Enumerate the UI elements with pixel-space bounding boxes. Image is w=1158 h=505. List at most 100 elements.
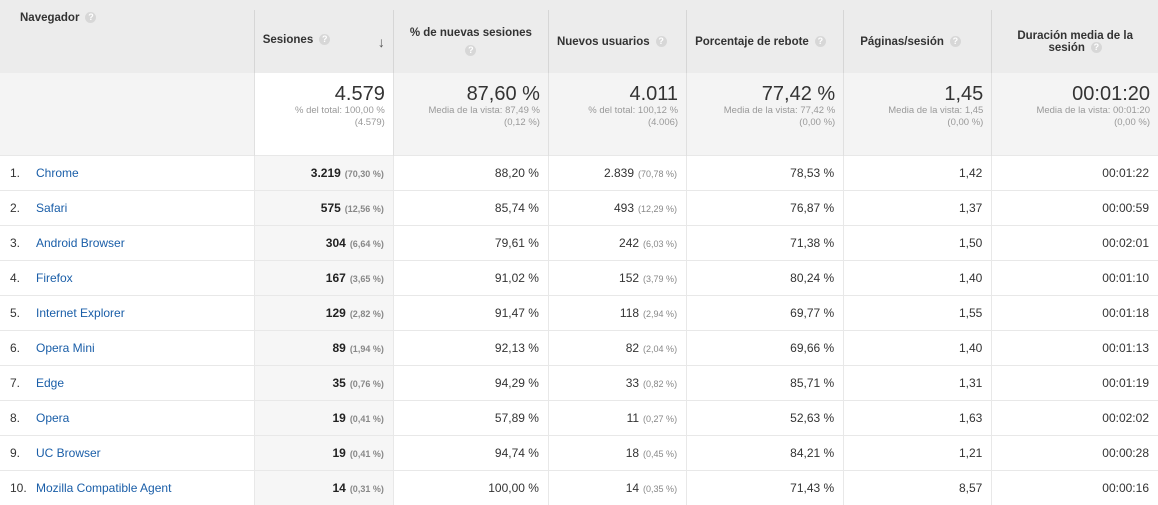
col-header-duration[interactable]: Duración media de la sesión? <box>992 5 1158 73</box>
pages-cell: 1,21 <box>844 436 992 471</box>
sessions-percent: (70,30 %) <box>345 169 384 179</box>
sessions-percent: (3,65 %) <box>350 274 384 284</box>
totals-value: 4.011 <box>557 83 678 105</box>
help-icon[interactable]: ? <box>950 36 961 47</box>
col-header-browser-label: Navegador <box>20 12 79 24</box>
bounce-cell: 71,43 % <box>687 471 844 505</box>
pages-cell: 1,63 <box>844 401 992 436</box>
new-users-value: 14 <box>626 481 639 495</box>
new-users-cell: 118 (2,94 %) <box>548 296 686 331</box>
new-users-percent: (2,04 %) <box>643 344 677 354</box>
help-icon[interactable]: ? <box>85 12 96 23</box>
col-header-new-users-label: Nuevos usuarios <box>557 36 650 48</box>
new-sessions-cell: 100,00 % <box>393 471 548 505</box>
browser-cell: 9.UC Browser <box>0 436 254 471</box>
browser-link[interactable]: Android Browser <box>36 236 125 250</box>
col-header-bounce[interactable]: Porcentaje de rebote? <box>687 5 844 73</box>
sessions-cell: 167 (3,65 %) <box>254 261 393 296</box>
sessions-percent: (12,56 %) <box>345 204 384 214</box>
col-header-new-sessions[interactable]: % de nuevas sesiones? <box>393 5 548 73</box>
row-index: 10. <box>10 481 36 495</box>
totals-sub: (0,12 %) <box>402 117 540 129</box>
new-users-percent: (6,03 %) <box>643 239 677 249</box>
pages-cell: 1,40 <box>844 331 992 366</box>
bounce-cell: 71,38 % <box>687 226 844 261</box>
totals-sub: Media de la vista: 00:01:20 <box>1000 105 1150 117</box>
sessions-cell: 19(0,41 %) <box>254 436 393 471</box>
duration-cell: 00:00:28 <box>992 436 1158 471</box>
sessions-value: 89 <box>332 341 345 355</box>
row-index: 4. <box>10 271 36 285</box>
browser-link[interactable]: UC Browser <box>36 446 101 460</box>
new-users-percent: (3,79 %) <box>643 274 677 284</box>
new-users-value: 82 <box>626 341 639 355</box>
help-icon[interactable]: ? <box>319 34 330 45</box>
sessions-cell: 304(6,64 %) <box>254 226 393 261</box>
duration-cell: 00:02:01 <box>992 226 1158 261</box>
sessions-value: 35 <box>332 376 345 390</box>
browser-link[interactable]: Firefox <box>36 271 73 285</box>
bounce-cell: 80,24 % <box>687 261 844 296</box>
col-header-browser[interactable]: Navegador? <box>0 5 254 73</box>
bounce-cell: 84,21 % <box>687 436 844 471</box>
totals-value: 77,42 % <box>695 83 835 105</box>
pages-cell: 1,50 <box>844 226 992 261</box>
sort-down-arrow-icon[interactable]: ↓ <box>378 34 385 50</box>
browser-cell: 8.Opera <box>0 401 254 436</box>
pages-cell: 1,42 <box>844 156 992 191</box>
new-users-cell: 82 (2,04 %) <box>548 331 686 366</box>
col-header-duration-label: Duración media de la sesión <box>1017 30 1133 54</box>
browser-link[interactable]: Internet Explorer <box>36 306 125 320</box>
pages-cell: 1,31 <box>844 366 992 401</box>
help-icon[interactable]: ? <box>1091 42 1102 53</box>
help-icon[interactable]: ? <box>465 45 476 56</box>
new-users-cell: 152(3,79 %) <box>548 261 686 296</box>
new-users-value: 118 <box>620 306 639 320</box>
browser-link[interactable]: Opera <box>36 411 69 425</box>
new-sessions-cell: 91,02 % <box>393 261 548 296</box>
header-row: Navegador? Sesiones? ↓ % de nuevas sesio… <box>0 5 1158 73</box>
new-users-value: 18 <box>626 446 639 460</box>
new-sessions-cell: 94,74 % <box>393 436 548 471</box>
new-users-percent: (0,45 %) <box>643 449 677 459</box>
help-icon[interactable]: ? <box>656 36 667 47</box>
new-users-value: 493 <box>614 201 634 215</box>
sessions-percent: (0,41 %) <box>350 449 384 459</box>
browser-link[interactable]: Chrome <box>36 166 79 180</box>
duration-cell: 00:02:02 <box>992 401 1158 436</box>
duration-cell: 00:01:10 <box>992 261 1158 296</box>
col-header-pages[interactable]: Páginas/sesión? <box>844 5 992 73</box>
new-users-percent: (2,94 %) <box>643 309 677 319</box>
totals-sub: (0,00 %) <box>1000 117 1150 129</box>
new-sessions-cell: 57,89 % <box>393 401 548 436</box>
col-header-pages-label: Páginas/sesión <box>860 36 944 48</box>
totals-label-cell <box>0 73 254 156</box>
col-header-sessions-label: Sesiones <box>263 34 314 46</box>
new-users-cell: 493(12,29 %) <box>548 191 686 226</box>
browser-link[interactable]: Opera Mini <box>36 341 95 355</box>
sessions-value: 14 <box>332 481 345 495</box>
row-index: 6. <box>10 341 36 355</box>
totals-pages: 1,45 Media de la vista: 1,45 (0,00 %) <box>844 73 992 156</box>
new-users-value: 2.839 <box>604 166 634 180</box>
help-icon[interactable]: ? <box>815 36 826 47</box>
browser-link[interactable]: Mozilla Compatible Agent <box>36 481 171 495</box>
new-users-cell: 14(0,35 %) <box>548 471 686 505</box>
duration-cell: 00:00:16 <box>992 471 1158 505</box>
browser-link[interactable]: Safari <box>36 201 67 215</box>
pages-cell: 1,40 <box>844 261 992 296</box>
new-users-percent: (70,78 %) <box>638 169 677 179</box>
col-header-new-users[interactable]: Nuevos usuarios? <box>548 5 686 73</box>
new-users-value: 33 <box>626 376 639 390</box>
sessions-percent: (0,41 %) <box>350 414 384 424</box>
col-header-sessions[interactable]: Sesiones? ↓ <box>254 5 393 73</box>
sessions-value: 167 <box>326 271 346 285</box>
row-index: 2. <box>10 201 36 215</box>
totals-sessions: 4.579 % del total: 100,00 % (4.579) <box>254 73 393 156</box>
browser-link[interactable]: Edge <box>36 376 64 390</box>
browser-cell: 4.Firefox <box>0 261 254 296</box>
